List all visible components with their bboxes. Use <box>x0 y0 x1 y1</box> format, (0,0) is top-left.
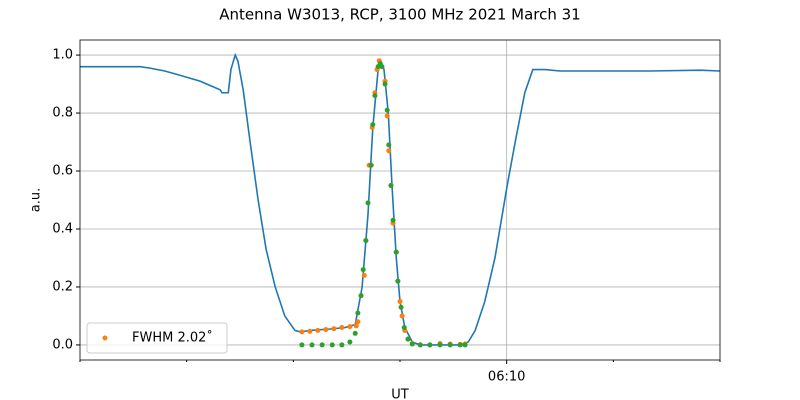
y-tick-label: 0.2 <box>52 279 73 294</box>
point <box>299 329 305 335</box>
point <box>368 162 374 168</box>
point <box>386 148 392 154</box>
point <box>405 336 411 342</box>
point <box>365 200 371 206</box>
point <box>384 107 390 113</box>
point <box>331 326 337 332</box>
point <box>390 217 396 223</box>
point <box>339 342 345 348</box>
point <box>347 339 353 345</box>
point <box>360 267 366 273</box>
point <box>397 298 403 304</box>
point <box>323 327 329 333</box>
point <box>319 342 325 348</box>
x-tick-label: 06:10 <box>488 370 525 385</box>
legend-box <box>86 322 228 354</box>
point <box>358 293 364 299</box>
point <box>309 342 315 348</box>
point <box>315 327 321 333</box>
point <box>352 330 358 336</box>
point <box>384 113 390 119</box>
y-tick-label: 1.0 <box>52 48 73 63</box>
point <box>355 310 361 316</box>
point <box>401 325 407 331</box>
point <box>457 342 463 348</box>
point <box>386 142 392 148</box>
point <box>372 93 378 99</box>
y-tick-label: 0.4 <box>52 221 73 236</box>
y-tick-label: 0.6 <box>52 164 73 179</box>
point <box>361 272 367 278</box>
point <box>363 238 369 244</box>
point <box>339 325 345 331</box>
point <box>347 324 353 330</box>
point <box>388 183 394 189</box>
point <box>409 341 415 347</box>
y-axis-label: a.u. <box>29 188 44 212</box>
point <box>299 342 305 348</box>
line <box>80 52 721 346</box>
chart-title: Antenna W3013, RCP, 3100 MHz 2021 March … <box>219 6 580 24</box>
point <box>398 304 404 310</box>
x-axis-label: UT <box>391 388 409 400</box>
point <box>370 122 376 128</box>
point <box>307 328 313 334</box>
point <box>353 323 359 329</box>
point <box>447 342 453 348</box>
point <box>393 249 399 255</box>
point <box>382 81 388 87</box>
legend-label: FWHM 2.02˚ <box>132 330 213 346</box>
point <box>462 342 468 348</box>
point <box>399 313 405 319</box>
point <box>437 342 443 348</box>
point <box>417 342 423 348</box>
point <box>395 278 401 284</box>
legend-marker <box>102 335 108 341</box>
point <box>427 342 433 348</box>
point <box>379 64 385 70</box>
plot-frame <box>79 39 721 361</box>
point <box>329 342 335 348</box>
y-tick-label: 0.0 <box>52 337 73 352</box>
y-tick-label: 0.8 <box>52 106 73 121</box>
point <box>355 319 361 325</box>
